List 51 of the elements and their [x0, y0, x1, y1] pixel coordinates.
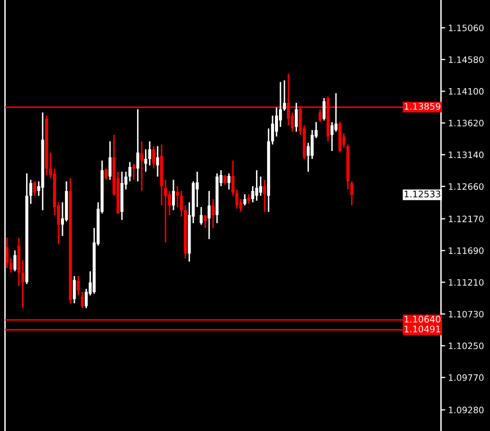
y-tick-label: 1.10730: [448, 310, 484, 318]
y-tick-label: 1.09770: [448, 374, 484, 381]
candlestick: [223, 174, 226, 186]
candlestick: [251, 185, 254, 203]
candlestick: [322, 97, 326, 122]
ref-line-label: 1.10491: [404, 326, 440, 332]
candlestick: [243, 194, 246, 206]
y-tick-label: 1.13140: [448, 152, 484, 158]
candlestick: [108, 140, 112, 180]
candlestick: [76, 275, 80, 296]
y-tick-label: 1.14100: [448, 88, 484, 95]
candlestick: [172, 179, 175, 211]
candlestick: [227, 172, 230, 190]
candlestick: [33, 180, 36, 196]
candlestick: [156, 145, 160, 178]
candlestick: [200, 206, 203, 226]
ref-line-label: 1.10640: [404, 316, 440, 323]
y-tick-label: 1.12170: [448, 216, 484, 222]
y-tick-label: 1.09280: [448, 406, 484, 414]
candlestick: [152, 145, 156, 170]
candlestick: [294, 102, 298, 132]
candlestick: [334, 92, 338, 132]
y-tick-label: 1.11210: [448, 279, 484, 286]
candlestick: [247, 194, 250, 205]
annotation: 1.12533: [404, 190, 440, 198]
candlestick: [72, 275, 76, 304]
candlestick: [278, 81, 282, 128]
y-tick-label: 1.11690: [448, 247, 484, 254]
y-tick-label: 1.10250: [448, 342, 484, 350]
candlestick: [128, 161, 132, 182]
candlestick: [263, 179, 266, 213]
candlestick: [104, 168, 108, 180]
candlestick: [168, 190, 171, 216]
candlestick: [80, 291, 84, 309]
y-tick-label: 1.13620: [448, 120, 484, 126]
candlestick: [275, 106, 278, 138]
y-tick-label: 1.14580: [448, 56, 484, 63]
candlestick: [208, 190, 211, 240]
y-tick-label: 1.12660: [448, 183, 484, 190]
candlestick: [144, 148, 148, 172]
candlestick: [136, 108, 140, 182]
candlestick: [212, 198, 215, 229]
candlestick: [350, 180, 354, 206]
y-tick-label: 1.15060: [448, 24, 484, 32]
candlestick: [204, 214, 207, 229]
ref-line-label: 1.13859: [404, 102, 440, 110]
candlestick: [255, 170, 258, 202]
candlestick: [13, 250, 16, 272]
candlestick: [330, 121, 334, 152]
candlestick: [5, 236, 8, 269]
candlestick: [132, 163, 136, 180]
